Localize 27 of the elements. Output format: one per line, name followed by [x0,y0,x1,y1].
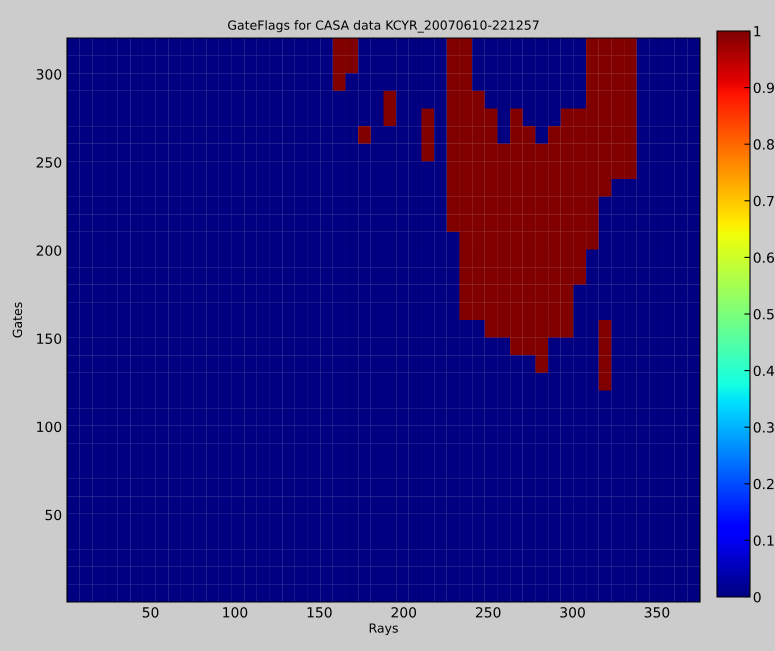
color-bar-label: 0.3 [754,422,774,433]
x-tick-label: 100 [223,607,248,618]
color-bar-label: 1 [754,26,760,36]
y-tick-label: 150 [37,333,62,344]
color-bar-label: 0.8 [754,139,774,150]
x-tick-label: 200 [392,607,416,618]
y-tick-label: 200 [36,245,62,256]
x-tick-label: 50 [142,607,158,618]
x-tick-label: 150 [308,607,332,618]
y-tick-label: 50 [46,510,62,520]
chart-title: GateFlags for CASA data KCYR_20070610-221257 [228,20,539,33]
color-bar-label: 0.4 [754,366,774,376]
x-tick-label: 300 [560,607,585,618]
x-tick-label: 250 [476,607,500,618]
color-bar-label: 0.1 [754,535,774,546]
color-bar-label: 0.7 [754,196,774,206]
y-tick-label: 250 [36,157,62,168]
color-bar-label: 0.2 [754,478,774,490]
color-bar-label: 0.6 [754,252,774,263]
x-tick-label: 350 [644,607,670,618]
color-bar-label: 0 [754,592,761,602]
x-axis-title: Rays [370,623,398,636]
y-tick-label: 100 [37,422,62,432]
y-tick-label: 300 [36,69,62,80]
y-axis-title: Gates [12,302,22,338]
color-bar-label: 0.9 [754,82,774,94]
color-bar-label: 0.5 [754,308,774,320]
